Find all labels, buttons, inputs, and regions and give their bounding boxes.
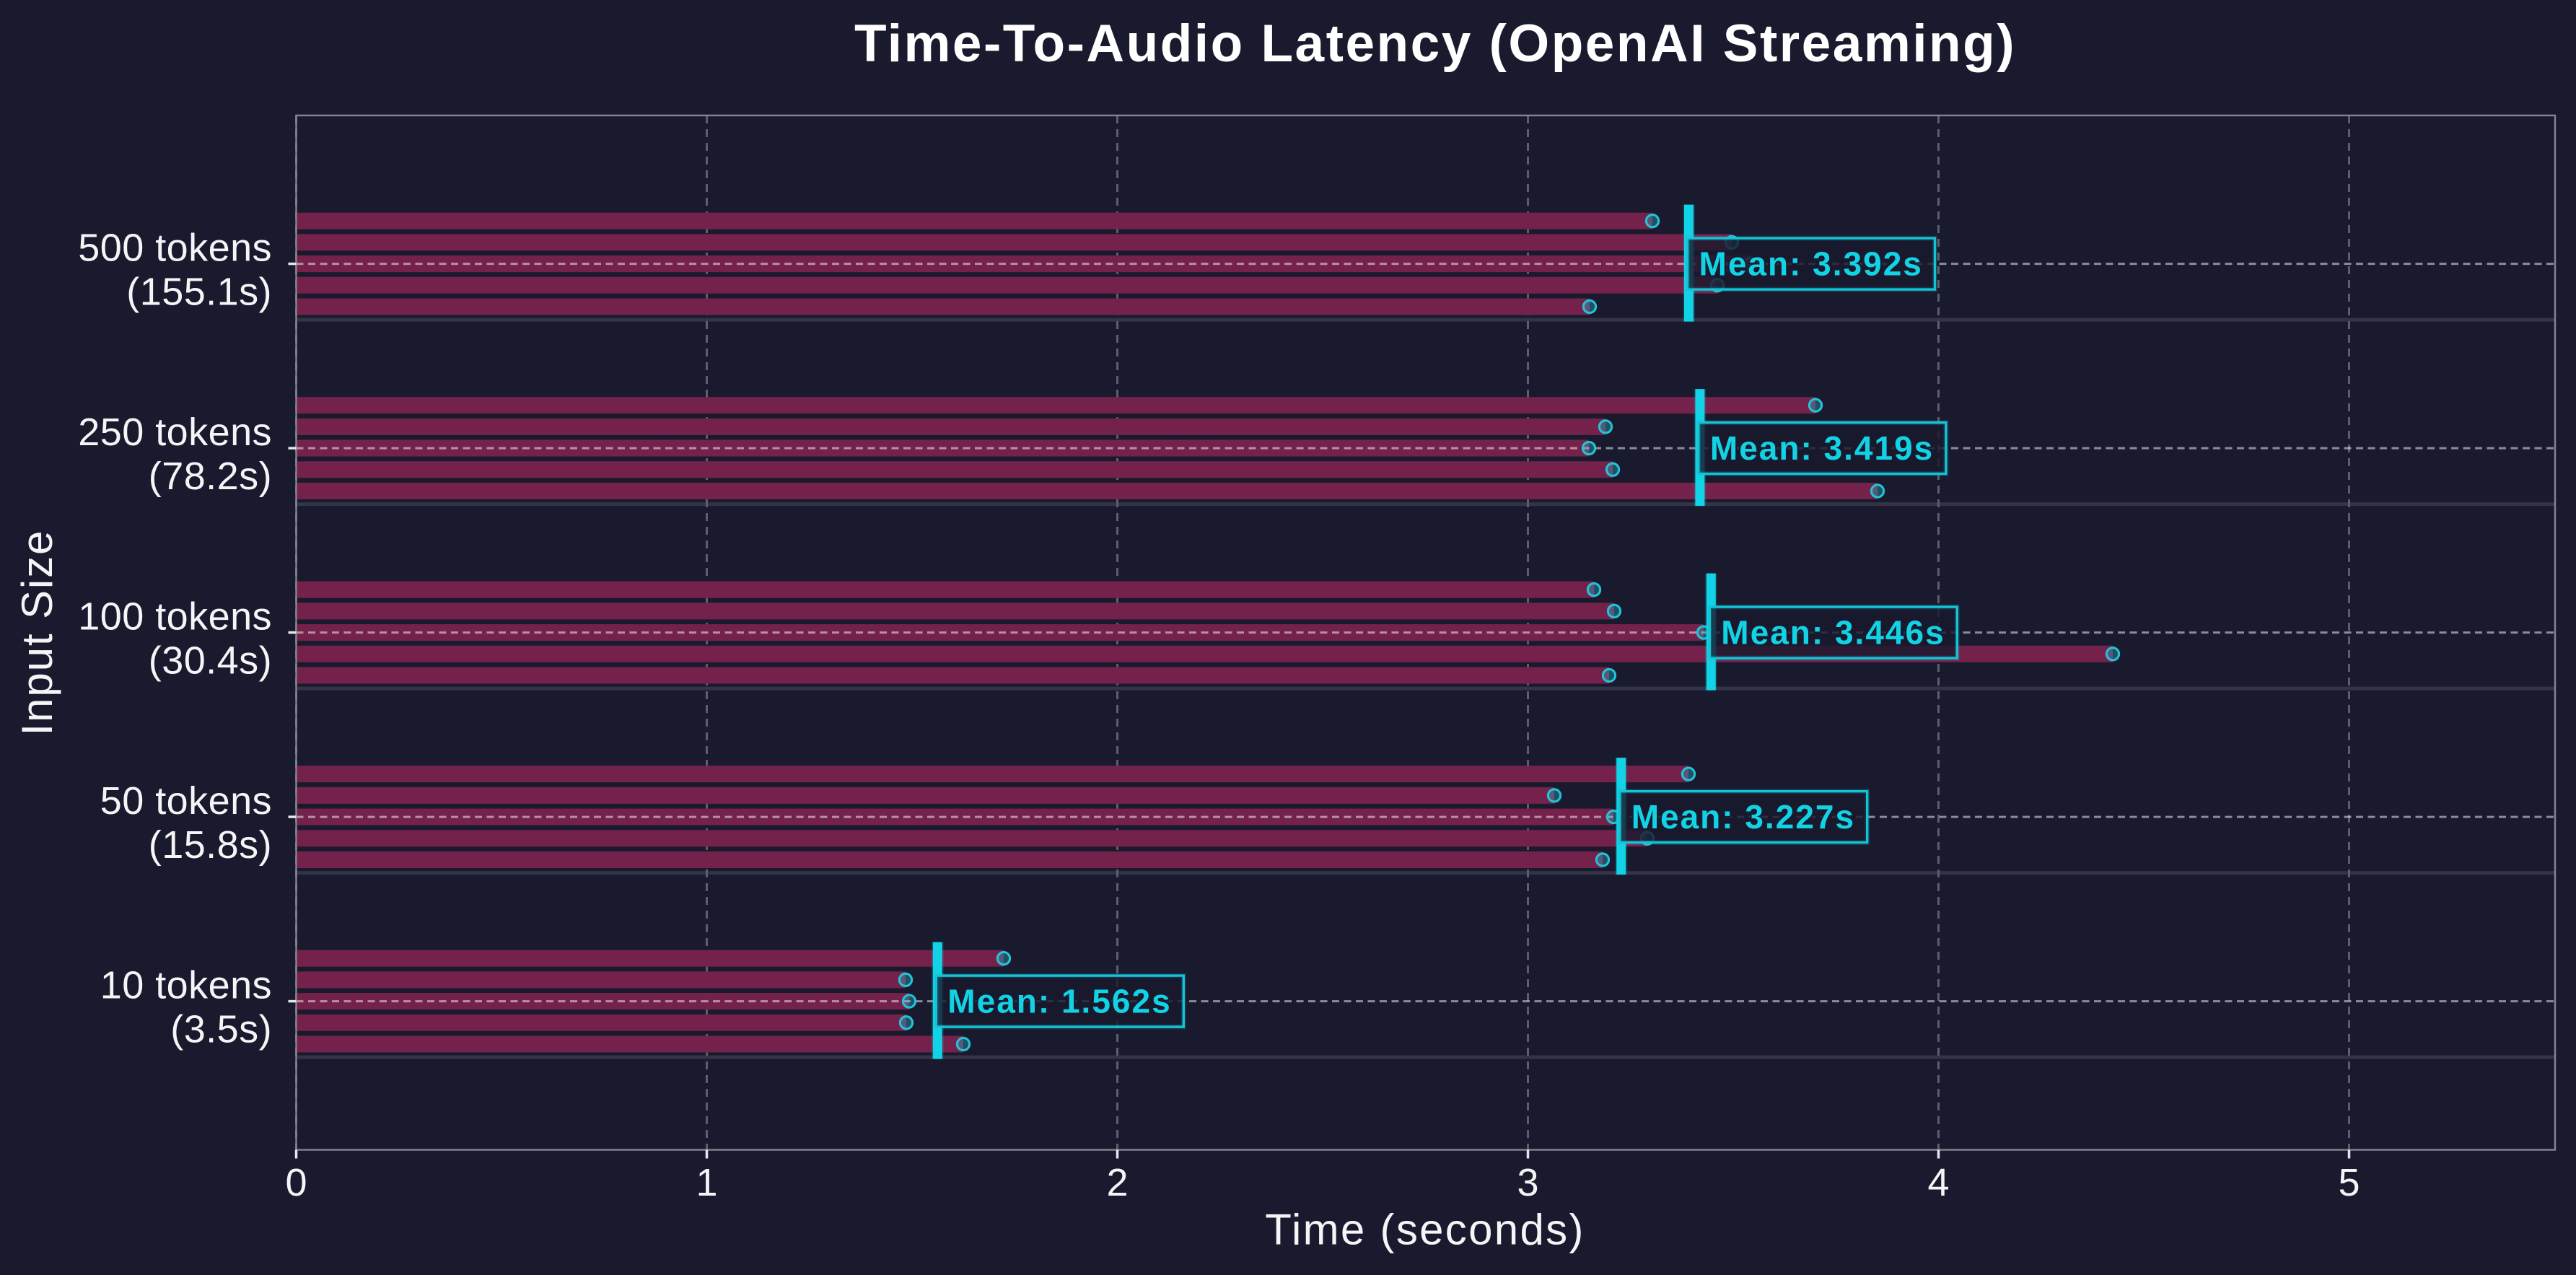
svg-text:Time-To-Audio Latency (OpenAI: Time-To-Audio Latency (OpenAI Streaming) [854,14,2016,73]
svg-text:500 tokens: 500 tokens [78,227,272,270]
svg-text:Mean: 1.562s: Mean: 1.562s [947,983,1171,1020]
svg-text:50 tokens: 50 tokens [100,779,272,823]
svg-text:Mean: 3.227s: Mean: 3.227s [1631,798,1855,836]
svg-text:4: 4 [1927,1161,1949,1204]
svg-text:0: 0 [285,1161,307,1204]
svg-text:100 tokens: 100 tokens [78,595,272,639]
svg-text:3: 3 [1517,1161,1538,1204]
svg-text:(78.2s): (78.2s) [149,455,272,498]
svg-text:Time (seconds): Time (seconds) [1265,1206,1585,1254]
svg-text:250 tokens: 250 tokens [78,411,272,454]
svg-text:2: 2 [1106,1161,1128,1204]
svg-text:(30.4s): (30.4s) [149,639,272,683]
svg-text:10 tokens: 10 tokens [100,964,272,1007]
svg-text:1: 1 [696,1161,717,1204]
svg-text:(155.1s): (155.1s) [126,271,272,314]
svg-text:5: 5 [2338,1161,2360,1204]
svg-text:Mean: 3.446s: Mean: 3.446s [1721,614,1945,652]
svg-text:(15.8s): (15.8s) [149,823,272,867]
svg-text:(3.5s): (3.5s) [170,1008,272,1051]
svg-text:Mean: 3.419s: Mean: 3.419s [1710,429,1934,467]
svg-text:Mean: 3.392s: Mean: 3.392s [1699,245,1923,283]
svg-text:Input Size: Input Size [13,530,61,736]
